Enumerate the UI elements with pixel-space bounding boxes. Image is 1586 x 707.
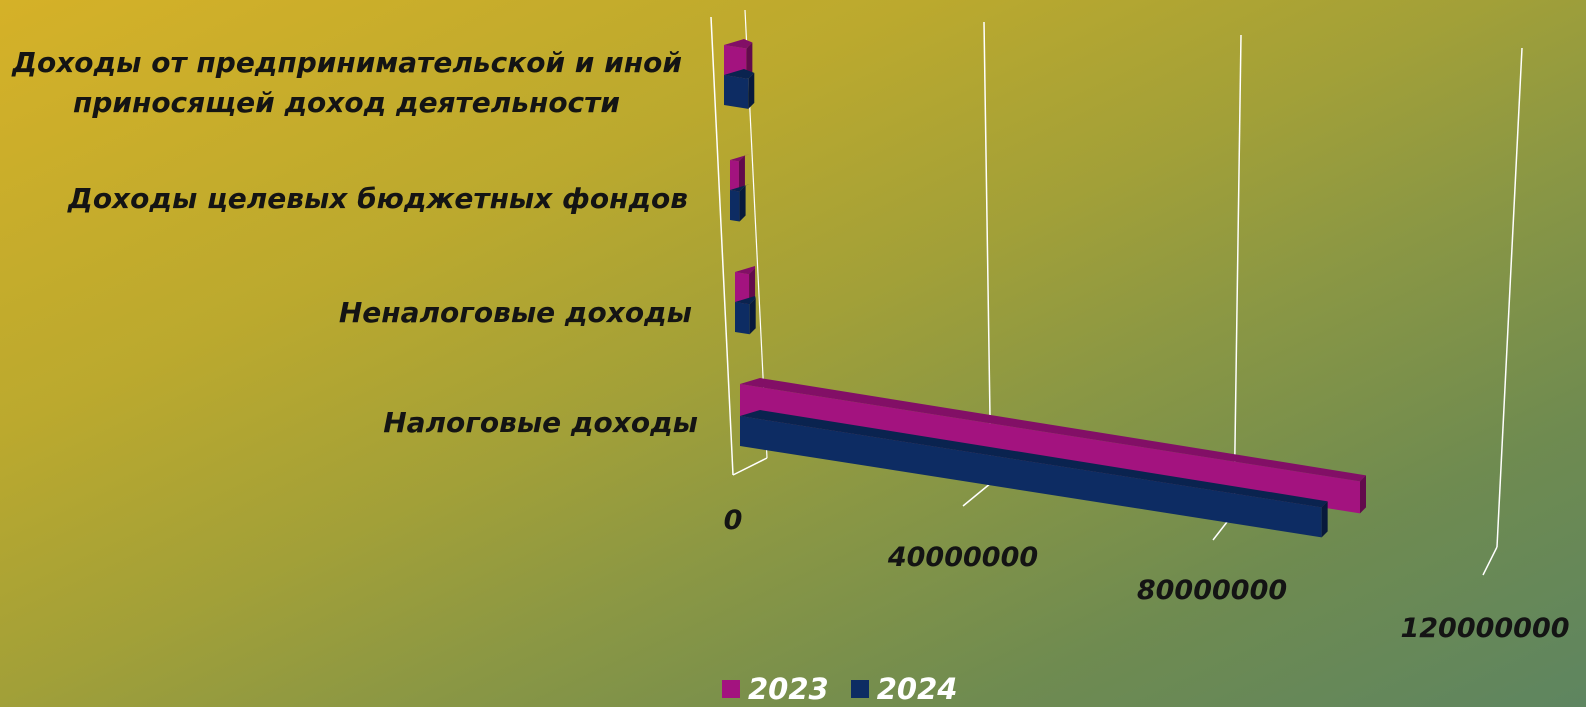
bar-2024-1 [740, 410, 1328, 538]
gridline [710, 16, 734, 476]
bar-end [1321, 501, 1328, 538]
bar-front [740, 384, 1360, 514]
bar-front [724, 75, 749, 109]
legend-label-2024: 2024 [876, 672, 958, 706]
bar-top [724, 39, 753, 49]
bar-front [735, 272, 750, 305]
bar-2023-2 [735, 266, 756, 305]
x-tick-label: 0 [724, 505, 743, 536]
bar-front [730, 190, 740, 222]
bar-front [740, 416, 1322, 538]
bar-front [735, 302, 750, 335]
bar-2023-3 [730, 154, 750, 192]
legend-item-2023: 2023 [722, 672, 829, 706]
category-label: Неналоговые доходы [339, 296, 692, 329]
bar-end [749, 268, 756, 305]
bar-top [740, 378, 1366, 482]
x-axis-ticks: 0 40000000 80000000 120000000 [724, 505, 1570, 644]
gridline [1233, 34, 1242, 514]
gridline-foot [732, 457, 768, 476]
bar-end [746, 42, 753, 79]
bar-top [730, 184, 750, 192]
bar-top [724, 69, 755, 79]
bar-top [735, 266, 756, 275]
gridline-foot [1482, 546, 1498, 576]
bar-end [739, 185, 746, 222]
category-label: Налоговые доходы [383, 406, 698, 439]
legend-label-2023: 2023 [748, 672, 829, 706]
bars [724, 39, 1366, 538]
legend-swatch-2023 [722, 680, 740, 698]
bar-end [749, 298, 756, 335]
gridline [1496, 47, 1523, 548]
category-label: Доходы от предпринимательской и иной [11, 46, 682, 79]
bar-2024-4 [724, 69, 755, 109]
bar-top [730, 154, 750, 162]
bar-2024-3 [730, 184, 750, 222]
category-label: приносящей доход деятельности [73, 86, 620, 119]
bar-top [735, 296, 756, 305]
x-tick-label: 80000000 [1137, 575, 1287, 606]
gridline-foot [962, 482, 992, 507]
legend-item-2024: 2024 [850, 672, 958, 706]
bar-front [730, 160, 739, 192]
bar-2023-1 [740, 378, 1366, 514]
bar-end [748, 72, 755, 109]
bar-2024-2 [735, 296, 756, 335]
x-tick-label: 40000000 [887, 542, 1038, 573]
bar-end [738, 155, 745, 192]
legend: 2023 2024 [722, 672, 979, 706]
gridline [983, 21, 992, 484]
bar-end [1360, 475, 1366, 514]
x-tick-label: 120000000 [1400, 613, 1569, 644]
category-label: Доходы целевых бюджетных фондов [67, 182, 688, 215]
bar-top [740, 410, 1328, 508]
category-labels: Налоговые доходы Неналоговые доходы Доходы… [11, 46, 698, 439]
legend-swatch-2024 [850, 680, 869, 698]
